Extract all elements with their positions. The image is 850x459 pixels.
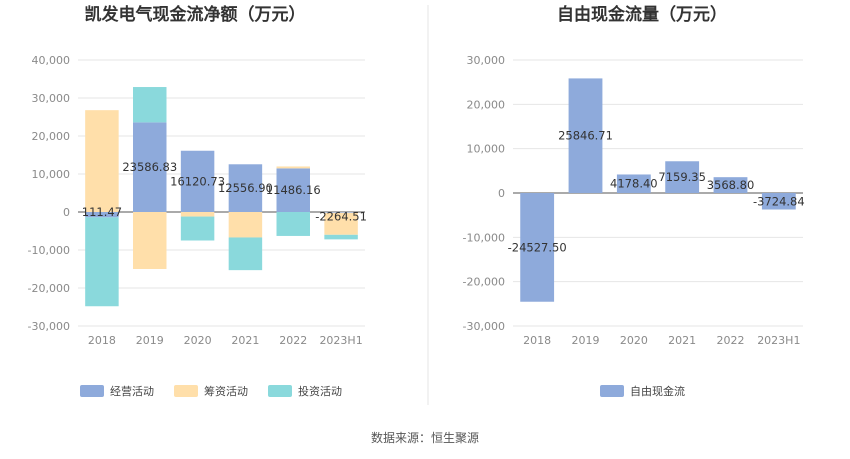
bar-筹资活动-2020: [180, 212, 215, 217]
y-tick-label: 20,000: [467, 98, 506, 111]
legend-swatch: [174, 385, 198, 397]
data-label: 12556.90: [218, 181, 273, 195]
bar-投资活动-2019: [133, 87, 167, 123]
bar-筹资活动-2023H1: [324, 212, 358, 235]
bar-经营活动-2023H1: [324, 212, 358, 213]
x-tick-label: 2019: [572, 334, 600, 347]
x-tick-label: 2023H1: [757, 334, 800, 347]
legend-label: 自由现金流: [630, 384, 685, 398]
data-label: 111.47: [82, 205, 122, 219]
y-tick-label: -20,000: [28, 282, 70, 295]
left-chart-title: 凯发电气现金流净额（万元）: [85, 4, 306, 25]
bar-投资活动-2023H1: [324, 234, 358, 240]
bar-投资活动-2021: [228, 237, 263, 271]
bar-自由现金流-2021: [665, 161, 700, 193]
x-tick-label: 2021: [668, 334, 696, 347]
x-tick-label: 2018: [88, 334, 116, 347]
y-tick-label: 40,000: [32, 54, 71, 67]
x-tick-label: 2022: [279, 334, 307, 347]
bar-自由现金流-2018: [520, 193, 555, 302]
left-legend: 经营活动 筹资活动 投资活动: [80, 384, 342, 398]
legend-swatch: [600, 385, 624, 397]
bar-自由现金流-2019: [568, 78, 603, 193]
data-label: 4178.40: [610, 177, 658, 191]
bar-经营活动-2019: [133, 122, 167, 212]
y-tick-label: 20,000: [32, 130, 71, 143]
x-tick-label: 2021: [231, 334, 259, 347]
data-label: -2264.51: [315, 209, 367, 223]
bar-自由现金流-2022: [713, 177, 748, 193]
data-label: 7159.35: [658, 170, 706, 184]
right-chart-title: 自由现金流量（万元）: [557, 4, 727, 25]
legend-label: 经营活动: [110, 384, 154, 398]
source-note: 数据来源：恒生聚源: [371, 430, 479, 445]
bar-投资活动-2020: [180, 216, 215, 241]
bar-自由现金流-2023H1: [761, 193, 796, 210]
y-tick-label: -30,000: [28, 320, 70, 333]
y-tick-label: -10,000: [463, 231, 505, 244]
legend-swatch: [80, 385, 104, 397]
y-tick-label: 0: [498, 187, 505, 200]
data-label: 25846.71: [558, 129, 613, 143]
bar-投资活动-2022: [276, 212, 310, 236]
bar-经营活动-2018: [85, 212, 119, 218]
data-label: -3724.84: [753, 194, 805, 208]
y-tick-label: -20,000: [463, 276, 505, 289]
x-tick-label: 2019: [136, 334, 164, 347]
y-tick-label: 10,000: [467, 143, 506, 156]
y-tick-label: 10,000: [32, 168, 71, 181]
left-chart: 40,000 30,000 20,000 10,000 0 -10,000 -20,000 -…: [28, 54, 367, 347]
x-tick-label: 2020: [620, 334, 648, 347]
right-chart: 30,000 20,000 10,000 0 -10,000 -20,000 -30,000…: [463, 54, 805, 347]
data-label: -24527.50: [508, 240, 567, 254]
bar-筹资活动-2018: [85, 110, 119, 212]
bar-经营活动-2021: [228, 164, 263, 212]
bar-投资活动-2018: [85, 217, 119, 307]
x-tick-label: 2022: [717, 334, 745, 347]
x-tick-label: 2020: [184, 334, 212, 347]
right-legend: 自由现金流: [600, 384, 685, 398]
data-label: 23586.83: [122, 160, 177, 174]
y-tick-label: -10,000: [28, 244, 70, 257]
legend-swatch: [268, 385, 292, 397]
x-tick-label: 2023H1: [319, 334, 362, 347]
y-tick-label: 30,000: [467, 54, 506, 67]
bar-筹资活动-2019: [133, 212, 167, 269]
bar-筹资活动-2022: [276, 166, 310, 169]
data-label: 11486.16: [266, 183, 321, 197]
x-tick-label: 2018: [523, 334, 551, 347]
bar-经营活动-2022: [276, 168, 310, 212]
data-label: 16120.73: [170, 174, 225, 188]
y-tick-label: 0: [63, 206, 70, 219]
bar-筹资活动-2021: [228, 212, 263, 238]
bar-经营活动-2020: [180, 150, 215, 212]
legend-label: 投资活动: [298, 384, 342, 398]
legend-label: 筹资活动: [204, 384, 248, 398]
y-tick-label: 30,000: [32, 92, 71, 105]
bar-自由现金流-2020: [616, 174, 651, 193]
y-tick-label: -30,000: [463, 320, 505, 333]
data-label: 3568.80: [707, 178, 755, 192]
